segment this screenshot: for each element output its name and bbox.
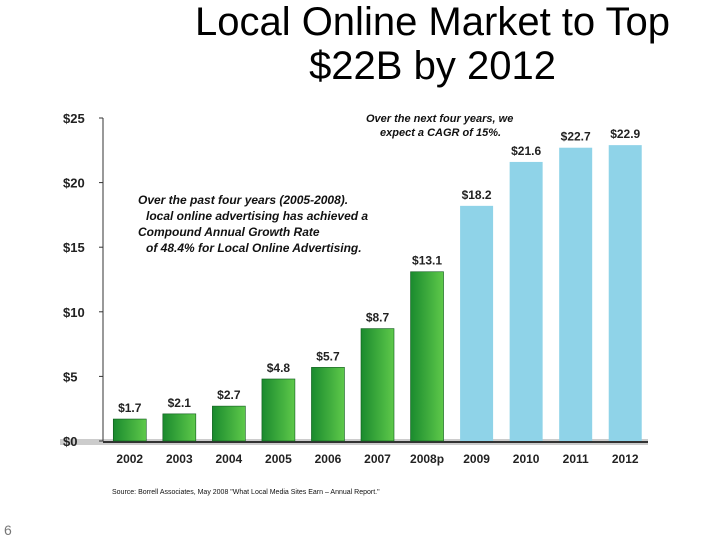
chart-labels: $0 $5 $10 $15 $20 $25 $1.7 2002 $2.1 2003 $2.7 2004… xyxy=(63,111,641,466)
chart-bars xyxy=(112,145,642,442)
x-tick-label: 2004 xyxy=(216,452,243,466)
title-line-1: Local Online Market to Top xyxy=(194,0,671,44)
bar xyxy=(559,147,593,441)
x-tick-label: 2008p xyxy=(410,452,444,466)
data-label: $13.1 xyxy=(412,254,442,268)
bar xyxy=(311,367,345,442)
x-tick-label: 2003 xyxy=(166,452,193,466)
note-future-line-2: expect a CAGR of 15%. xyxy=(380,127,502,139)
chart-axes xyxy=(60,117,648,445)
bar xyxy=(112,418,147,442)
note-past-growth: Over the past four years (2005-2008). lo… xyxy=(138,192,398,256)
y-tick-label: $20 xyxy=(63,176,85,191)
y-tick-label: $25 xyxy=(63,111,85,126)
data-label: $1.7 xyxy=(118,401,142,415)
bar xyxy=(212,405,246,442)
x-tick-label: 2011 xyxy=(563,452,589,466)
bar xyxy=(261,378,296,442)
bar xyxy=(460,205,494,441)
note-future-line-1: Over the next four years, we xyxy=(366,113,514,125)
x-tick-label: 2005 xyxy=(265,452,292,466)
data-label: $2.7 xyxy=(217,388,241,402)
x-tick-label: 2007 xyxy=(364,452,391,466)
bar xyxy=(410,271,444,442)
x-tick-label: 2009 xyxy=(463,452,490,466)
note-future-growth: Over the next four years, we expect a CA… xyxy=(366,112,536,140)
data-label: $5.7 xyxy=(316,349,340,363)
data-label: $4.8 xyxy=(267,361,291,375)
page-number: 6 xyxy=(4,522,12,538)
title-line-2: $22B by 2012 xyxy=(309,44,556,88)
source-citation: Source: Borrell Associates, May 2008 "Wh… xyxy=(112,489,380,496)
y-tick-label: $0 xyxy=(63,434,77,449)
bar xyxy=(360,328,395,442)
bar xyxy=(608,145,642,441)
data-label: $21.6 xyxy=(511,144,541,158)
note-past-line-1: Over the past four years (2005-2008). xyxy=(138,193,349,207)
x-tick-label: 2002 xyxy=(116,452,143,466)
bar xyxy=(509,161,543,442)
x-tick-label: 2006 xyxy=(315,452,342,466)
note-past-line-3: Compound Annual Growth Rate xyxy=(138,225,320,239)
data-label: $8.7 xyxy=(366,311,390,325)
data-label: $18.2 xyxy=(462,188,492,202)
note-past-line-4: of 48.4% for Local Online Advertising. xyxy=(146,241,362,255)
data-label: $22.9 xyxy=(610,127,640,141)
x-tick-label: 2012 xyxy=(612,452,639,466)
y-tick-label: $10 xyxy=(63,305,85,320)
x-tick-label: 2010 xyxy=(513,452,540,466)
y-tick-label: $15 xyxy=(63,240,85,255)
bar xyxy=(162,413,197,442)
y-tick-label: $5 xyxy=(63,369,77,384)
data-label: $22.7 xyxy=(561,130,591,144)
slide-title: Local Online Market to Top $22B by 2012 xyxy=(160,0,705,88)
note-past-line-2: local online advertising has achieved a xyxy=(146,209,369,223)
data-label: $2.1 xyxy=(168,396,192,410)
